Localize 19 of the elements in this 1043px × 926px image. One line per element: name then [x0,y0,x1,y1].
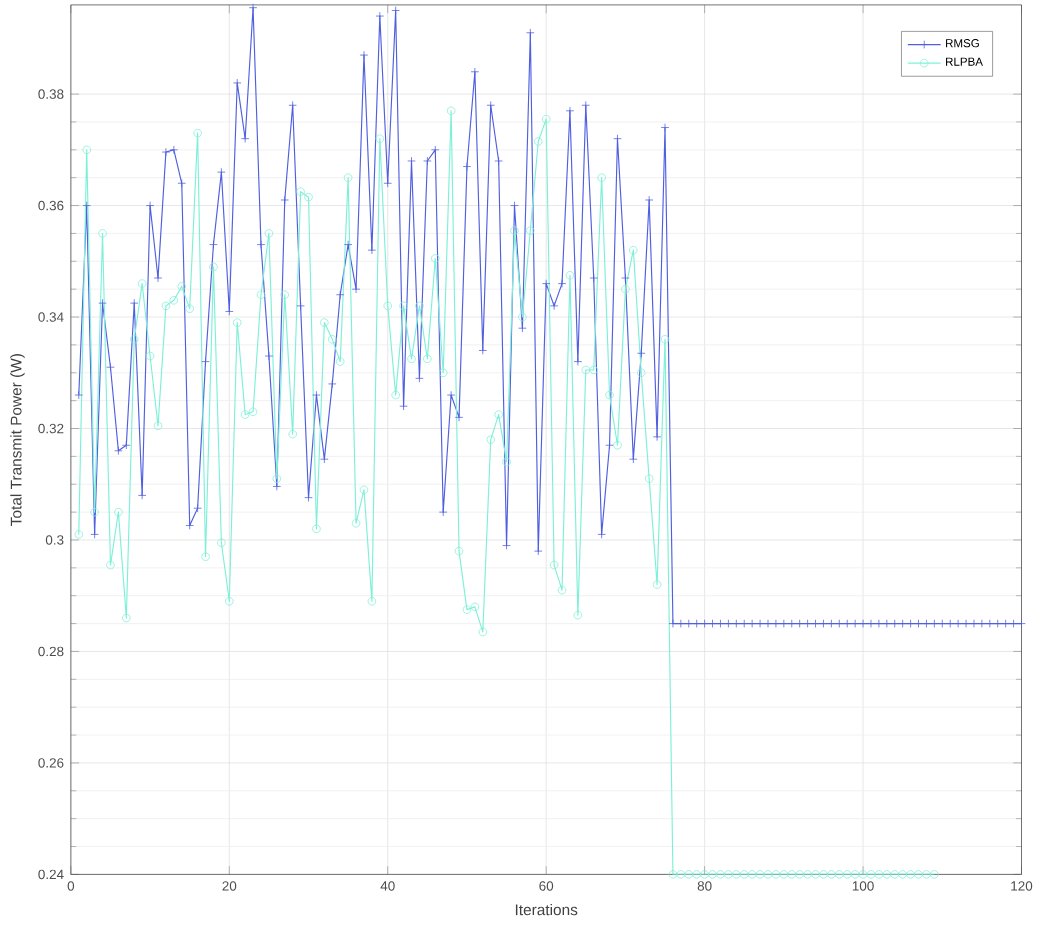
x-tick-label: 100 [852,881,874,891]
x-tick-label: 80 [697,881,712,891]
y-tick-label: 0.34 [38,312,64,323]
y-tick-label: 0.3 [45,535,64,545]
y-tick-label: 0.24 [38,869,64,880]
y-tick-label: 0.32 [38,423,64,434]
x-tick-label: 40 [380,881,395,891]
legend-label: RLPBA [946,57,983,66]
x-tick-label: 20 [222,881,237,891]
x-tick-label: 60 [539,881,554,891]
y-tick-label: 0.36 [38,201,64,211]
y-axis-title: Total Transmit Power (W) [10,354,25,527]
y-tick-label: 0.26 [38,758,64,768]
x-axis-title: Iterations [515,904,578,916]
y-tick-label: 0.28 [38,646,64,657]
x-tick-label: 120 [1011,881,1033,891]
x-tick-label: 0 [67,881,75,891]
legend-label: RMSG [946,39,979,48]
y-tick-label: 0.38 [38,89,64,100]
